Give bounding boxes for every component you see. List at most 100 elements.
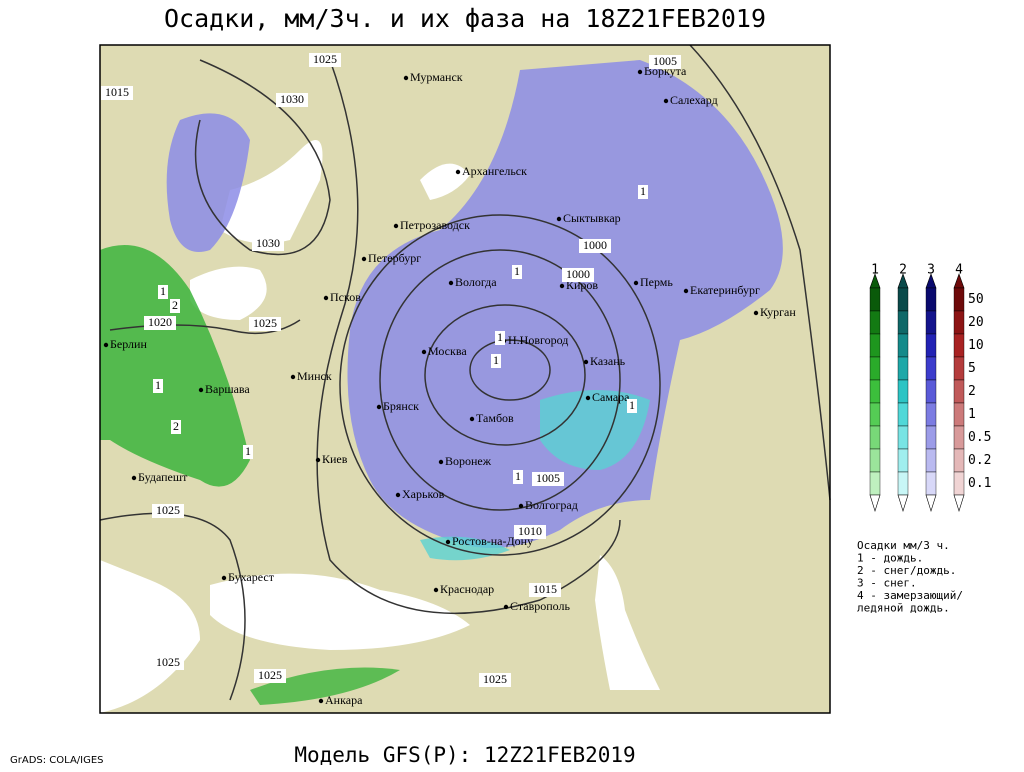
city-dot xyxy=(585,395,591,401)
phase-mark-box xyxy=(170,299,180,313)
phase-mark-box xyxy=(491,354,501,368)
phase-mark: 2 xyxy=(173,419,179,433)
city-dot xyxy=(633,280,639,286)
phase-mark: 1 xyxy=(160,284,166,298)
city-dot xyxy=(663,98,669,104)
scale-label: 20 xyxy=(968,315,984,330)
bar-segment xyxy=(897,402,909,427)
isobar-label-box xyxy=(649,55,681,69)
city-dot xyxy=(376,404,382,410)
city-label: Екатеринбург xyxy=(690,283,760,297)
city-label: Будапешт xyxy=(138,470,188,484)
city-label: Ростов-на-Дону xyxy=(452,534,533,548)
bar-segment xyxy=(869,402,881,427)
city-dot xyxy=(198,387,204,393)
city-dot xyxy=(323,295,329,301)
city-label: Брянск xyxy=(383,399,419,413)
city-label: Сыктывкар xyxy=(563,211,621,225)
city-dot xyxy=(455,169,461,175)
phase-number: 1 xyxy=(871,263,879,278)
bar-segment xyxy=(869,471,881,496)
credit: GrADS: COLA/IGES xyxy=(10,755,104,766)
isobar-label-box xyxy=(249,317,281,331)
rain-area xyxy=(100,245,250,487)
isobar-label: 1030 xyxy=(256,236,280,250)
bar-segment xyxy=(897,356,909,381)
bar-segment xyxy=(897,379,909,404)
isobar-label-box xyxy=(309,53,341,67)
city-label: Берлин xyxy=(110,337,147,351)
city-dot xyxy=(583,359,589,365)
isobar-label: 1025 xyxy=(483,672,507,686)
bar-segment xyxy=(897,333,909,358)
phase-mark-box xyxy=(243,445,253,459)
isobar-label: 1030 xyxy=(280,92,304,106)
city-dot xyxy=(103,342,109,348)
scale-label: 10 xyxy=(968,338,984,353)
phase-mark: 1 xyxy=(245,444,251,458)
isobar-label: 1020 xyxy=(148,315,172,329)
isobar-label-box xyxy=(144,316,176,330)
legend-note: 3 - снег. xyxy=(857,577,917,590)
sea xyxy=(100,560,200,713)
bar-segment xyxy=(897,310,909,335)
isobar-label-box xyxy=(514,525,546,539)
isobar-label: 1015 xyxy=(105,85,129,99)
phase-number: 4 xyxy=(955,263,963,278)
isobar-label-box xyxy=(252,237,284,251)
city-label: Краснодар xyxy=(440,582,494,596)
city-dot xyxy=(518,503,524,509)
legend-note: 4 - замерзающий/ xyxy=(857,589,963,602)
isobar-label: 1010 xyxy=(518,524,542,538)
city-label: Курган xyxy=(760,305,796,319)
isobar-label: 1015 xyxy=(533,582,557,596)
city-label: Вологда xyxy=(455,275,497,289)
bar-segment xyxy=(925,333,937,358)
legend-note: 1 - дождь. xyxy=(857,552,923,565)
map xyxy=(99,44,831,713)
city-label: Петрозаводск xyxy=(400,218,470,232)
bar-segment xyxy=(953,287,965,312)
city-dot xyxy=(421,349,427,355)
bar-segment xyxy=(925,356,937,381)
bar-segment xyxy=(897,287,909,312)
snow-area xyxy=(166,113,250,252)
snow-area xyxy=(347,60,783,548)
city-dot xyxy=(393,223,399,229)
phase-mark-box xyxy=(627,399,637,413)
bar-segment xyxy=(953,379,965,404)
bar-segment xyxy=(897,448,909,473)
city-label: Псков xyxy=(330,290,361,304)
scale-label: 50 xyxy=(968,292,984,307)
city-dot xyxy=(683,288,689,294)
bar-segment xyxy=(953,448,965,473)
phase-mark: 1 xyxy=(640,184,646,198)
bar-segment xyxy=(925,425,937,450)
bar-segment xyxy=(953,425,965,450)
legend-note: 2 - снег/дождь. xyxy=(857,564,956,577)
bar-segment xyxy=(953,471,965,496)
bar-segment xyxy=(897,471,909,496)
bar-segment xyxy=(869,310,881,335)
city-dot xyxy=(559,283,565,289)
phase-mark-box xyxy=(638,185,648,199)
legend-note: Осадки мм/3 ч. xyxy=(857,539,950,552)
isobar-label-box xyxy=(529,583,561,597)
bar-segment xyxy=(953,333,965,358)
isobar-label: 1025 xyxy=(156,503,180,517)
city-label: Казань xyxy=(590,354,626,368)
bar-tip xyxy=(925,494,937,513)
city-dot xyxy=(469,416,475,422)
isobar-label: 1025 xyxy=(313,52,337,66)
phase-mark-box xyxy=(153,379,163,393)
bar-segment xyxy=(869,379,881,404)
bar-segment xyxy=(869,356,881,381)
city-label: Бухарест xyxy=(228,570,275,584)
bar-segment xyxy=(953,310,965,335)
scale-label: 0.1 xyxy=(968,476,991,491)
scale-label: 0.5 xyxy=(968,430,991,445)
city-label: Харьков xyxy=(402,487,445,501)
city-label: Петербург xyxy=(368,251,421,265)
phase-mark-box xyxy=(512,265,522,279)
bar-tip xyxy=(953,494,965,513)
